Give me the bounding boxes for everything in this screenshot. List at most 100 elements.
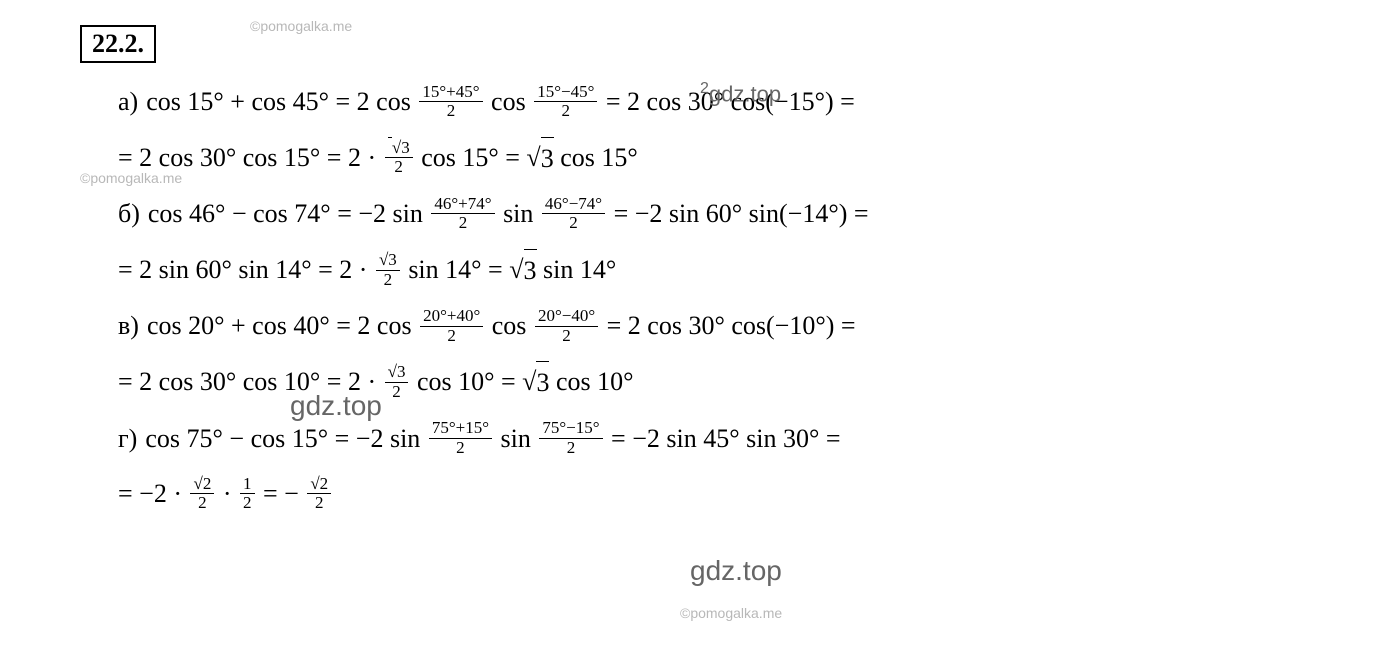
math-text: cos 10° = (417, 361, 516, 403)
numerator: 15°+45° (419, 83, 482, 103)
math-text: = (330, 305, 358, 347)
math-text: = 2 cos 30° cos(−10°) = (607, 305, 856, 347)
part-d-line1: г) cos 75° − cos 15° = −2 sin 75°+15° 2 … (118, 418, 1320, 460)
math-text (411, 81, 418, 123)
math-text: − (229, 418, 244, 460)
math-text: sin 14° = (408, 249, 502, 291)
math-text: = − (263, 473, 299, 515)
math-text: cos 10° (556, 361, 634, 403)
math-text: −2 sin (356, 418, 421, 460)
fraction: 75°−15° 2 (539, 419, 602, 457)
math-text: √ (520, 137, 541, 179)
denominator: 2 (307, 494, 331, 513)
denominator: 2 (431, 214, 494, 233)
numerator: √3 (385, 139, 413, 159)
math-text: = (331, 193, 359, 235)
denominator: 2 (420, 327, 483, 346)
fraction: √2 2 (307, 475, 331, 513)
watermark-gdz-bottom: gdz.top (690, 555, 782, 587)
math-text (182, 473, 189, 515)
math-text: · (223, 473, 232, 515)
watermark-pomogalka-top: ©pomogalka.me (250, 18, 352, 34)
numerator: √2 (190, 475, 214, 495)
math-text: sin 14° (543, 249, 616, 291)
part-b-line1: б) cos 46° − cos 74° = −2 sin 46°+74° 2 … (118, 193, 1320, 235)
fraction: √3 2 (376, 251, 400, 289)
numerator: 75°+15° (429, 419, 492, 439)
denominator: 2 (385, 158, 413, 177)
denominator: 2 (240, 494, 255, 513)
math-text (299, 473, 306, 515)
math-text: cos 46° (148, 193, 226, 235)
math-text: sin (503, 193, 533, 235)
fraction: √2 2 (190, 475, 214, 513)
math-text: − (232, 193, 247, 235)
fraction: 20°+40° 2 (420, 307, 483, 345)
math-text: = 2 cos 30° cos 15° = 2 · (118, 137, 376, 179)
numerator: √3 (385, 363, 409, 383)
math-text (526, 305, 533, 347)
part-c-line1: в) cos 20° + cos 40° = 2 cos 20°+40° 2 c… (118, 305, 1320, 347)
math-text: √ (516, 361, 537, 403)
math-text (367, 249, 374, 291)
fraction: 15°+45° 2 (419, 83, 482, 121)
math-text: = −2 sin 60° sin(−14°) = (614, 193, 869, 235)
math-text (420, 418, 427, 460)
part-d-line2: = −2 · √2 2 · 1 2 = − √2 2 (118, 473, 1320, 515)
fraction: √3 2 (385, 139, 413, 177)
math-text: cos 74° (253, 193, 331, 235)
fraction: 75°+15° 2 (429, 419, 492, 457)
part-a-line2: = 2 cos 30° cos 15° = 2 · √3 2 cos 15° =… (118, 137, 1320, 180)
denominator: 2 (429, 439, 492, 458)
denominator: 2 (539, 439, 602, 458)
numerator: √3 (376, 251, 400, 271)
math-text (423, 193, 430, 235)
math-text (376, 137, 383, 179)
numerator: 1 (240, 475, 255, 495)
sqrt-arg: 3 (524, 249, 537, 292)
math-text: = 2 cos 30° cos 10° = 2 · (118, 361, 376, 403)
denominator: 2 (535, 327, 598, 346)
math-text: cos 20° (147, 305, 225, 347)
numerator: 46°+74° (431, 195, 494, 215)
numerator: 15°−45° (534, 83, 597, 103)
math-text: = −2 · (118, 473, 182, 515)
math-text: = 2 cos 30° cos(−15°) = (606, 81, 855, 123)
math-text: cos 45° (251, 81, 329, 123)
math-text: cos 15° (560, 137, 638, 179)
denominator: 2 (542, 214, 605, 233)
part-c-line2: = 2 cos 30° cos 10° = 2 · √3 2 cos 10° =… (118, 361, 1320, 404)
math-text: √ (503, 249, 524, 291)
math-text (531, 418, 538, 460)
part-b-line2: = 2 sin 60° sin 14° = 2 · √3 2 sin 14° =… (118, 249, 1320, 292)
math-text: + (230, 81, 245, 123)
math-text: cos 15° (251, 418, 329, 460)
fraction: 46°−74° 2 (542, 195, 605, 233)
denominator: 2 (534, 102, 597, 121)
math-text: 2 cos (357, 81, 411, 123)
fraction: 20°−40° 2 (535, 307, 598, 345)
watermark-pomogalka-bottom: ©pomogalka.me (680, 605, 782, 621)
math-text: + (231, 305, 246, 347)
math-text: cos 75° (145, 418, 223, 460)
math-text: cos (492, 305, 527, 347)
part-a-label: а) (118, 81, 138, 123)
part-a-line1: а) cos 15° + cos 45° = 2 cos 15°+45° 2 c… (118, 81, 1320, 123)
math-text: = 2 sin 60° sin 14° = 2 · (118, 249, 367, 291)
part-d-label: г) (118, 418, 137, 460)
math-text: sin (501, 418, 531, 460)
numerator: 46°−74° (542, 195, 605, 215)
math-text: cos (491, 81, 526, 123)
numerator: 20°−40° (535, 307, 598, 327)
numerator: √2 (307, 475, 331, 495)
fraction: 15°−45° 2 (534, 83, 597, 121)
math-text: cos 15° = (421, 137, 520, 179)
problem-number-box: 22.2. (80, 25, 156, 63)
denominator: 2 (419, 102, 482, 121)
math-text: −2 sin (358, 193, 423, 235)
math-text: = −2 sin 45° sin 30° = (611, 418, 840, 460)
part-b-label: б) (118, 193, 140, 235)
math-text (412, 305, 419, 347)
sqrt-arg: 3 (536, 361, 549, 404)
math-text (376, 361, 383, 403)
